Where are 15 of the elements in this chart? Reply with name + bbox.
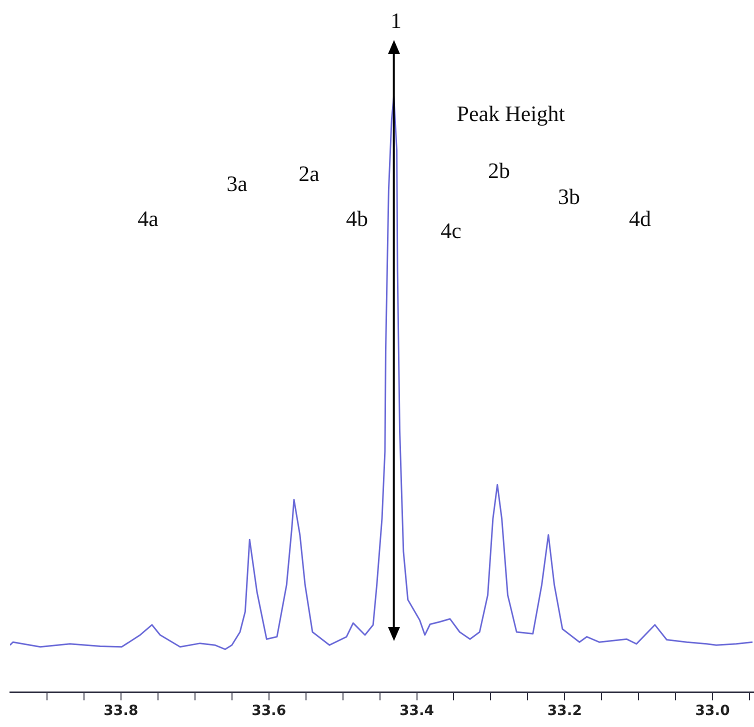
ref-line-label: Peak Height [456,100,565,126]
annotation: 2a [298,160,320,186]
annotation: 3a [226,170,248,196]
text: 1 [390,8,402,33]
annotation: 4d [629,206,651,231]
annotation: 4b [346,206,368,231]
x-tick-label: 33.8 [104,703,138,720]
x-tick-label: 33.2 [547,703,582,720]
annotation: 4c [440,218,462,243]
annotation: 2b [488,158,510,183]
x-tick-label: 33.6 [252,703,286,720]
annotation: 4a [138,206,159,231]
x-tick-label: 33.4 [399,703,434,720]
x-tick-label: 33.0 [695,703,730,720]
annotation: 3b [558,184,580,209]
